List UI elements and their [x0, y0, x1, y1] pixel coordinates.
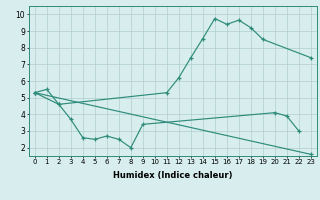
X-axis label: Humidex (Indice chaleur): Humidex (Indice chaleur): [113, 171, 233, 180]
